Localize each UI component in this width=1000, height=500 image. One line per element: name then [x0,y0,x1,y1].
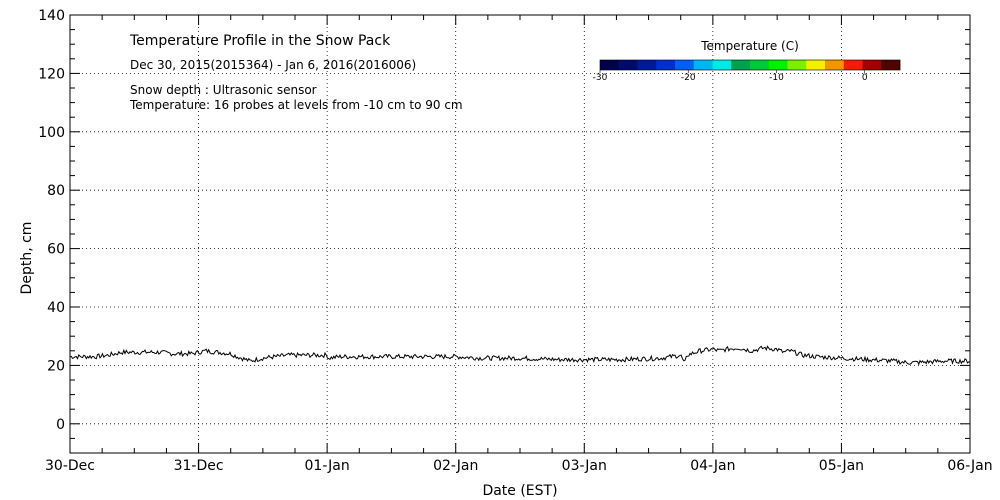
y-tick-label: 40 [47,300,65,316]
y-tick-label: 100 [38,125,65,141]
colorbar-segment [806,60,826,70]
x-tick-label: 02-Jan [433,458,478,474]
colorbar-tick-labels: -30 -20 -10 0 [593,70,868,83]
x-tick-label: 04-Jan [690,458,735,474]
chart-title: Temperature Profile in the Snow Pack [129,33,391,49]
colorbar-segment [787,60,807,70]
y-tick-label: 80 [47,183,65,199]
chart-subtitle: Dec 30, 2015(2015364) - Jan 6, 2016(2016… [130,58,416,72]
y-tick-label: 60 [47,242,65,258]
annotation-snow-depth: Snow depth : Ultrasonic sensor [130,83,317,97]
plot-frame [69,14,971,454]
colorbar-segment [881,60,901,70]
colorbar-segment [843,60,863,70]
colorbar-segment [637,60,657,70]
y-tick-labels: 0 20 40 60 80 100 120 140 [38,8,65,433]
colorbar-tick-label: -10 [769,73,784,83]
y-axis-label: Depth, cm [19,222,35,295]
x-tick-label: 01-Jan [305,458,350,474]
x-tick-label: 31-Dec [174,458,224,474]
y-tick-label: 0 [56,417,65,433]
y-tick-label: 120 [38,66,65,82]
colorbar-segment [825,60,845,70]
colorbar-tick-label: -20 [681,73,696,83]
y-tick-label: 140 [38,8,65,24]
colorbar-segment [618,60,638,70]
snow-depth-line [69,345,971,366]
x-tick-label: 05-Jan [819,458,864,474]
colorbar-segment [656,60,676,70]
x-axis-label: Date (EST) [482,483,557,499]
colorbar-segment [712,60,732,70]
x-tick-label: 30-Dec [45,458,95,474]
colorbar-title: Temperature (C) [700,39,799,53]
annotation-temperature: Temperature: 16 probes at levels from -1… [129,98,463,112]
colorbar-segment [731,60,751,70]
y-tick-label: 20 [47,358,65,374]
colorbar-frame [599,59,901,71]
axis-ticks [69,14,971,453]
colorbar-segment [600,60,620,70]
colorbar [599,59,901,71]
colorbar-segment [862,60,882,70]
x-tick-label: 06-Jan [947,458,992,474]
colorbar-tick-label: -30 [593,73,608,83]
colorbar-segment [750,60,770,70]
colorbar-segment [768,60,788,70]
x-tick-labels: 30-Dec 31-Dec 01-Jan 02-Jan 03-Jan 04-Jan 05-J… [45,458,993,474]
colorbar-tick-label: 0 [862,73,868,83]
colorbar-segment [693,60,713,70]
grid [70,14,970,453]
colorbar-segment [675,60,695,70]
x-tick-label: 03-Jan [562,458,607,474]
series [69,345,971,366]
